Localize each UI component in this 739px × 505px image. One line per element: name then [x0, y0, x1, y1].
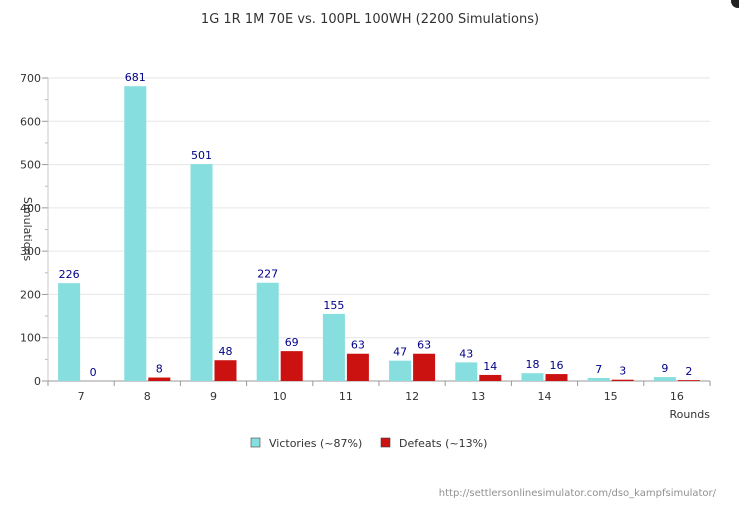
data-label: 18	[526, 358, 540, 371]
data-label: 7	[595, 363, 602, 376]
y-tick-label: 0	[34, 375, 41, 388]
x-tick-label: 9	[210, 390, 217, 403]
chart-title: 1G 1R 1M 70E vs. 100PL 100WH (2200 Simul…	[201, 12, 539, 27]
data-label: 0	[90, 366, 97, 379]
close-icon[interactable]	[731, 0, 739, 8]
x-tick-label: 10	[273, 390, 287, 403]
gridlines	[48, 77, 710, 339]
bar-defeats	[214, 360, 237, 381]
x-tick-label: 16	[670, 390, 684, 403]
bar-defeats	[413, 353, 436, 381]
data-label: 155	[323, 299, 344, 312]
bar-defeats	[611, 379, 634, 381]
x-tick-label: 7	[78, 390, 85, 403]
data-label: 14	[483, 360, 497, 373]
legend-swatch	[380, 437, 391, 448]
x-tick-label: 11	[339, 390, 353, 403]
bar-defeats	[148, 377, 171, 381]
bar-defeats	[280, 351, 303, 381]
data-label: 681	[125, 71, 146, 84]
bars	[58, 86, 700, 381]
legend-swatch	[250, 437, 261, 448]
data-label: 16	[550, 359, 564, 372]
bar-defeats	[479, 374, 502, 381]
bar-victories	[124, 86, 147, 381]
x-axis-title: Rounds	[669, 408, 710, 421]
y-tick-label: 600	[20, 115, 41, 128]
data-label: 48	[219, 345, 233, 358]
y-tick-label: 500	[20, 159, 41, 172]
data-label: 3	[619, 365, 626, 378]
data-label: 226	[59, 268, 80, 281]
x-tick-label: 15	[604, 390, 618, 403]
bar-victories	[256, 282, 279, 381]
bar-victories	[190, 164, 213, 381]
data-label: 43	[459, 347, 473, 360]
data-label: 63	[351, 339, 365, 352]
y-axis: 0 100 200 300 400 500 600 700	[20, 72, 49, 388]
footer-credit[interactable]: http://settlersonlinesimulator.com/dso_k…	[439, 488, 717, 499]
y-tick-label: 300	[20, 245, 41, 258]
legend: Victories (~87%) Defeats (~13%)	[250, 437, 487, 450]
data-label: 8	[156, 363, 163, 376]
y-tick-label: 400	[20, 202, 41, 215]
data-label: 501	[191, 149, 212, 162]
bar-victories	[521, 373, 544, 381]
y-tick-label: 200	[20, 288, 41, 301]
bar-victories	[587, 377, 610, 381]
data-label: 47	[393, 346, 407, 359]
x-tick-label: 13	[471, 390, 485, 403]
data-label: 227	[257, 268, 278, 281]
bar-victories	[389, 360, 412, 381]
x-tick-label: 14	[538, 390, 552, 403]
bar-victories	[322, 313, 345, 381]
bar-defeats	[545, 374, 568, 381]
x-tick-label: 8	[144, 390, 151, 403]
y-axis-title: Simulations	[21, 197, 34, 262]
data-label: 69	[285, 336, 299, 349]
bar-victories	[455, 362, 478, 381]
data-labels: 226 0 681 8 501 48 227 69 155 63 47 63 43 14 18 16 7 3 9 2	[59, 71, 693, 379]
data-label: 63	[417, 339, 431, 352]
data-label: 9	[661, 362, 668, 375]
y-tick-label: 700	[20, 72, 41, 85]
bar-victories	[58, 283, 81, 381]
legend-label: Victories (~87%)	[269, 437, 362, 450]
legend-label: Defeats (~13%)	[399, 437, 487, 450]
bar-defeats	[346, 353, 369, 381]
data-label: 2	[685, 365, 692, 378]
x-axis: 7 8 9 10 11 12 13 14 15 16	[47, 380, 711, 403]
bar-defeats	[677, 380, 700, 381]
bar-victories	[653, 377, 676, 381]
x-tick-label: 12	[405, 390, 419, 403]
y-tick-label: 100	[20, 332, 41, 345]
